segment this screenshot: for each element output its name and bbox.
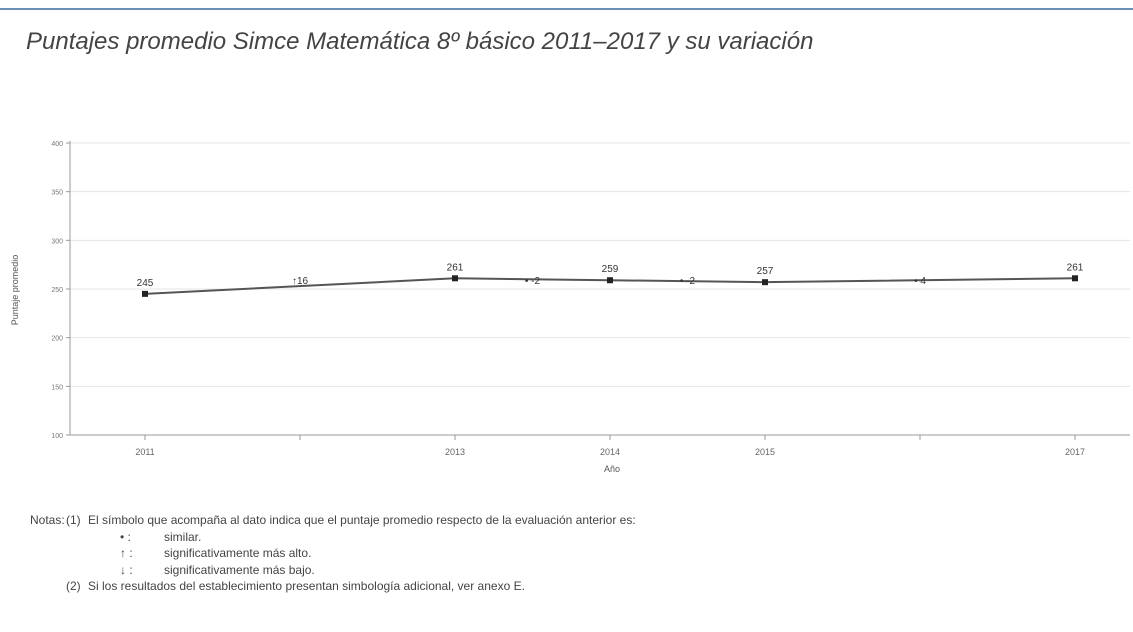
variation-label: ↑16 bbox=[292, 276, 309, 287]
variation-label: • -2 bbox=[525, 276, 541, 287]
y-tick-label: 400 bbox=[51, 141, 63, 148]
data-point bbox=[142, 290, 148, 297]
y-tick-label: 150 bbox=[51, 384, 63, 391]
gridlines bbox=[70, 142, 1130, 387]
x-tick-label: 2015 bbox=[755, 447, 775, 457]
y-axis-label: Puntaje promedio bbox=[10, 255, 20, 326]
data-point bbox=[452, 275, 458, 282]
y-tick-label: 250 bbox=[51, 287, 63, 294]
data-label: 261 bbox=[1067, 262, 1084, 273]
data-point bbox=[607, 277, 613, 284]
note-number: (2) bbox=[66, 579, 81, 593]
variation-labels: ↑16 • -2 • -2 • 4 bbox=[292, 276, 926, 287]
chart-title: Puntajes promedio Simce Matemática 8º bá… bbox=[26, 28, 814, 55]
x-tick-label: 2011 bbox=[135, 447, 154, 457]
data-label: 259 bbox=[602, 264, 619, 275]
x-tick-labels: 2011 2013 2014 2015 2017 bbox=[135, 447, 1085, 457]
note-number: (1) bbox=[66, 513, 81, 527]
y-tick-label: 350 bbox=[51, 190, 63, 197]
legend-symbol-dot: • : bbox=[120, 529, 131, 544]
legend-text: significativamente más alto. bbox=[164, 546, 312, 560]
legend-symbol-down-arrow: ↓ : bbox=[120, 562, 133, 577]
legend-text: similar. bbox=[164, 529, 202, 544]
note-text: Si los resultados del establecimiento pr… bbox=[88, 579, 525, 593]
y-tick-labels: 100 150 200 250 300 350 400 bbox=[51, 141, 63, 440]
data-point bbox=[762, 279, 768, 286]
variation-label: • -2 bbox=[680, 276, 696, 287]
note-text: El símbolo que acompaña al dato indica q… bbox=[88, 513, 636, 527]
x-tick-label: 2017 bbox=[1065, 447, 1085, 457]
chart-series: 245 261 259 257 261 bbox=[137, 262, 1084, 297]
data-label: 261 bbox=[447, 262, 464, 273]
data-label: 257 bbox=[757, 266, 774, 277]
data-label: 245 bbox=[137, 278, 154, 289]
x-tick-label: 2013 bbox=[445, 447, 465, 457]
y-tick-label: 100 bbox=[51, 433, 63, 440]
x-tick-label: 2014 bbox=[600, 447, 620, 457]
legend-text: significativamente más bajo. bbox=[164, 562, 315, 577]
top-divider bbox=[0, 8, 1133, 10]
x-axis-label: Año bbox=[604, 464, 620, 474]
legend-symbol-up-arrow: ↑ : bbox=[120, 546, 133, 560]
notes-heading: Notas: bbox=[30, 513, 65, 527]
variation-label: • 4 bbox=[914, 276, 926, 287]
y-tick-label: 300 bbox=[51, 238, 63, 245]
y-tick-label: 200 bbox=[51, 336, 63, 343]
data-point bbox=[1072, 275, 1078, 282]
chart-axes bbox=[66, 141, 1130, 440]
